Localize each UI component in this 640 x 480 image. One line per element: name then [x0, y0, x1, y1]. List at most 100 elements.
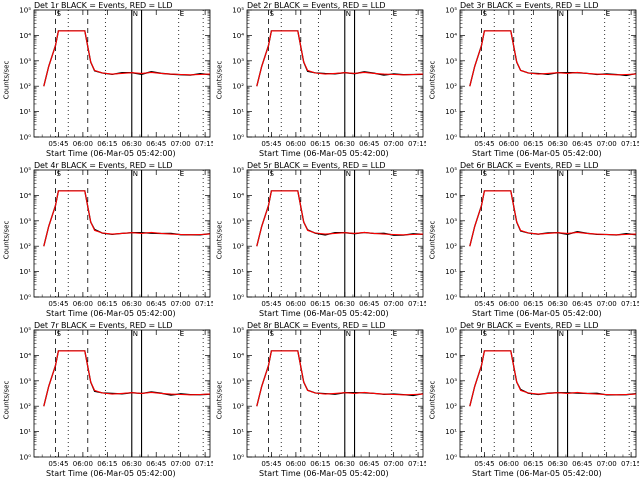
y-tick-label: 10¹	[232, 268, 244, 276]
x-axis-label: Start Time (06-Mar-05 05:42:00)	[259, 469, 389, 478]
x-tick-label: 06:45	[146, 300, 166, 308]
panel-plot: 10⁰ 10¹ 10² 10³ 10⁴ 10⁵ 05:45 06:00 06:15 06:30 06…	[232, 327, 426, 469]
marker-label: S	[270, 330, 275, 338]
detector-panel: Det 3r BLACK = Events, RED = LLD Start Ti…	[426, 0, 639, 160]
marker-label: S	[483, 170, 488, 178]
x-tick-label: 06:45	[572, 140, 592, 148]
x-tick-label: 07:00	[384, 140, 404, 148]
events-series-line	[43, 350, 211, 407]
panel-plot: 10⁰ 10¹ 10² 10³ 10⁴ 10⁵ 05:45 06:00 06:15 06:30 06…	[19, 7, 213, 149]
panel-plot: 10⁰ 10¹ 10² 10³ 10⁴ 10⁵ 05:45 06:00 06:15 06:30 06…	[232, 7, 426, 149]
y-tick-label: 10⁰	[232, 454, 244, 462]
marker-label: E	[393, 10, 397, 18]
marker-label: S	[483, 10, 488, 18]
y-tick-label: 10⁴	[232, 352, 244, 360]
y-tick-label: 10³	[19, 57, 31, 65]
lld-series-line	[43, 190, 211, 247]
events-series-line	[256, 190, 424, 247]
y-tick-label: 10⁵	[232, 7, 244, 15]
lld-series-line	[469, 30, 637, 87]
x-tick-label: 06:45	[359, 300, 379, 308]
events-series-line	[43, 30, 211, 87]
y-tick-label: 10⁵	[19, 167, 31, 175]
x-tick-label: 07:15	[621, 300, 639, 308]
plot-frame	[33, 169, 211, 298]
y-tick-label: 10⁰	[445, 134, 457, 142]
lld-series-line	[256, 350, 424, 407]
y-tick-label: 10⁵	[19, 7, 31, 15]
y-tick-label: 10¹	[19, 268, 31, 276]
detector-panel: Det 8r BLACK = Events, RED = LLD Start Ti…	[213, 320, 426, 480]
marker-label: E	[393, 330, 397, 338]
x-tick-label: 06:00	[73, 140, 93, 148]
detector-panel: Det 5r BLACK = Events, RED = LLD Start Ti…	[213, 160, 426, 320]
x-tick-label: 06:45	[359, 140, 379, 148]
y-tick-label: 10²	[232, 83, 244, 91]
x-axis-label: Start Time (06-Mar-05 05:42:00)	[46, 309, 176, 318]
plot-frame	[459, 9, 637, 138]
x-tick-label: 07:15	[195, 300, 213, 308]
marker-label: N	[346, 170, 351, 178]
y-tick-label: 10⁵	[232, 167, 244, 175]
marker-label: E	[180, 170, 184, 178]
detector-panel: Det 4r BLACK = Events, RED = LLD Start Ti…	[0, 160, 213, 320]
marker-label: N	[559, 170, 564, 178]
y-tick-label: 10²	[19, 403, 31, 411]
y-tick-label: 10⁰	[19, 294, 31, 302]
x-tick-label: 06:15	[523, 300, 543, 308]
y-tick-label: 10⁴	[232, 32, 244, 40]
x-axis-label: Start Time (06-Mar-05 05:42:00)	[46, 149, 176, 158]
y-tick-label: 10²	[445, 243, 457, 251]
y-tick-label: 10²	[232, 243, 244, 251]
y-tick-label: 10¹	[445, 108, 457, 116]
y-tick-label: 10⁰	[19, 454, 31, 462]
x-tick-label: 05:45	[474, 140, 494, 148]
marker-label: E	[606, 330, 610, 338]
x-tick-label: 07:15	[408, 300, 426, 308]
x-tick-label: 07:00	[597, 460, 617, 468]
y-tick-label: 10³	[19, 377, 31, 385]
x-tick-label: 05:45	[474, 460, 494, 468]
lld-series-line	[256, 30, 424, 87]
y-tick-label: 10⁵	[445, 167, 457, 175]
panel-title: Det 5r BLACK = Events, RED = LLD	[247, 161, 386, 170]
x-tick-label: 05:45	[48, 300, 68, 308]
plot-frame	[33, 329, 211, 458]
x-tick-label: 07:00	[171, 140, 191, 148]
events-series-line	[256, 350, 424, 407]
panel-plot: 10⁰ 10¹ 10² 10³ 10⁴ 10⁵ 05:45 06:00 06:15 06:30 06…	[445, 167, 639, 309]
marker-label: N	[133, 330, 138, 338]
x-tick-label: 05:45	[261, 140, 281, 148]
plot-frame	[246, 329, 424, 458]
x-tick-label: 06:45	[572, 300, 592, 308]
panel-plot: 10⁰ 10¹ 10² 10³ 10⁴ 10⁵ 05:45 06:00 06:15 06:30 06…	[232, 167, 426, 309]
marker-label: S	[270, 170, 275, 178]
marker-label: N	[559, 10, 564, 18]
plot-frame	[459, 169, 637, 298]
y-tick-label: 10⁰	[445, 294, 457, 302]
panel-title: Det 7r BLACK = Events, RED = LLD	[34, 321, 173, 330]
panel-title: Det 2r BLACK = Events, RED = LLD	[247, 1, 386, 10]
plot-frame	[459, 329, 637, 458]
marker-label: S	[483, 330, 488, 338]
x-tick-label: 07:15	[195, 460, 213, 468]
x-tick-label: 06:45	[359, 460, 379, 468]
lld-series-line	[43, 350, 211, 407]
x-tick-label: 06:30	[548, 140, 568, 148]
marker-label: E	[180, 330, 184, 338]
x-tick-label: 06:15	[97, 300, 117, 308]
x-axis-label: Start Time (06-Mar-05 05:42:00)	[46, 469, 176, 478]
x-tick-label: 06:15	[310, 140, 330, 148]
x-tick-label: 06:00	[286, 140, 306, 148]
y-tick-label: 10¹	[232, 108, 244, 116]
x-tick-label: 06:15	[97, 140, 117, 148]
x-tick-label: 07:15	[195, 140, 213, 148]
x-tick-label: 06:30	[548, 300, 568, 308]
marker-label: E	[180, 10, 184, 18]
panel-title: Det 4r BLACK = Events, RED = LLD	[34, 161, 173, 170]
lld-series-line	[469, 190, 637, 247]
detector-panel: Det 6r BLACK = Events, RED = LLD Start Ti…	[426, 160, 639, 320]
x-axis-label: Start Time (06-Mar-05 05:42:00)	[472, 309, 602, 318]
x-tick-label: 06:15	[310, 300, 330, 308]
x-tick-label: 07:00	[384, 460, 404, 468]
